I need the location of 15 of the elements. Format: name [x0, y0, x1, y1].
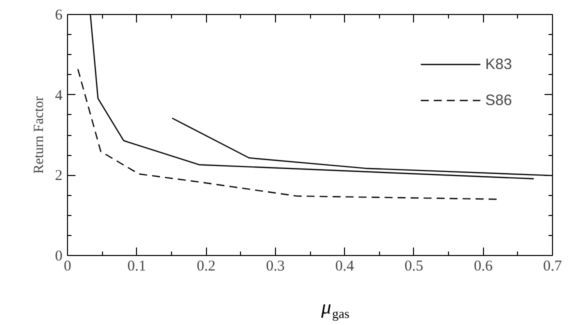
x-tick-label: 0.7	[543, 258, 562, 274]
legend-label: S86	[485, 92, 512, 108]
y-tick-label: 2	[55, 168, 62, 184]
y-tick-label: 0	[55, 248, 62, 264]
y-tick-label: 4	[55, 88, 63, 104]
line-series	[90, 14, 534, 180]
x-tick-label: 0.5	[404, 258, 424, 274]
x-tick-label: 0.6	[474, 258, 494, 274]
legend-label: K83	[485, 56, 512, 72]
x-tick-label: 0.4	[335, 258, 355, 274]
y-tick-label: 6	[55, 8, 63, 24]
y-axis-title: Return Factor	[32, 96, 47, 174]
x-tick-label: 0.2	[196, 258, 216, 274]
x-tick-label: 0.1	[127, 258, 146, 274]
x-tick-label: 0.3	[266, 258, 285, 274]
